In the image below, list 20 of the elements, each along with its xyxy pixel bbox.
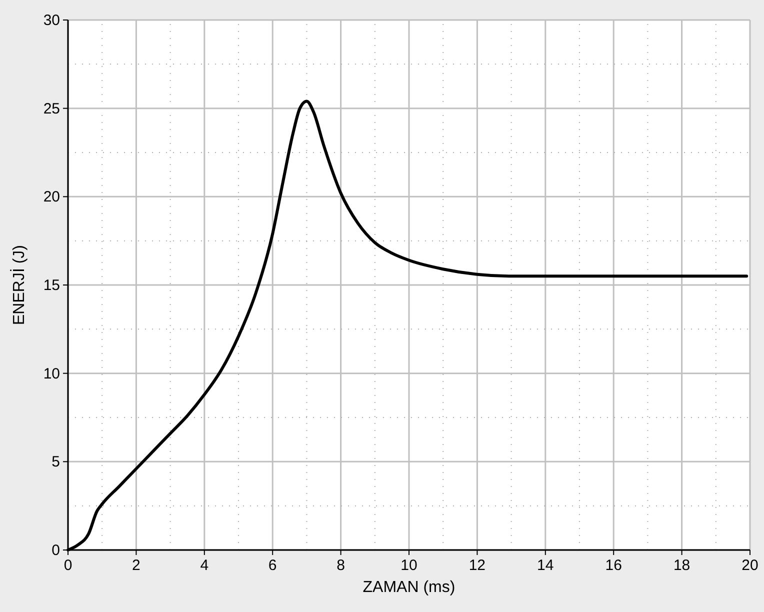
x-tick-label: 0: [64, 557, 72, 574]
x-tick-label: 16: [605, 557, 622, 574]
x-tick-label: 2: [132, 557, 140, 574]
y-tick-label: 15: [43, 277, 60, 294]
x-tick-label: 4: [200, 557, 209, 574]
x-tick-label: 20: [742, 557, 758, 574]
y-tick-label: 5: [52, 454, 60, 471]
y-tick-label: 20: [43, 188, 60, 206]
x-tick-label: 18: [673, 557, 690, 574]
y-tick-label: 0: [52, 542, 60, 559]
x-tick-label: 6: [268, 557, 277, 574]
y-tick-label: 25: [43, 100, 60, 118]
y-axis-title: ENERJİ (J): [10, 245, 28, 325]
y-tick-label: 30: [43, 12, 60, 29]
x-tick-label: 10: [400, 557, 418, 574]
x-tick-label: 14: [537, 557, 554, 574]
y-tick-label: 10: [43, 365, 60, 382]
x-axis-title: ZAMAN (ms): [362, 579, 456, 596]
x-tick-label: 8: [336, 557, 345, 574]
x-tick-label: 12: [468, 557, 486, 574]
